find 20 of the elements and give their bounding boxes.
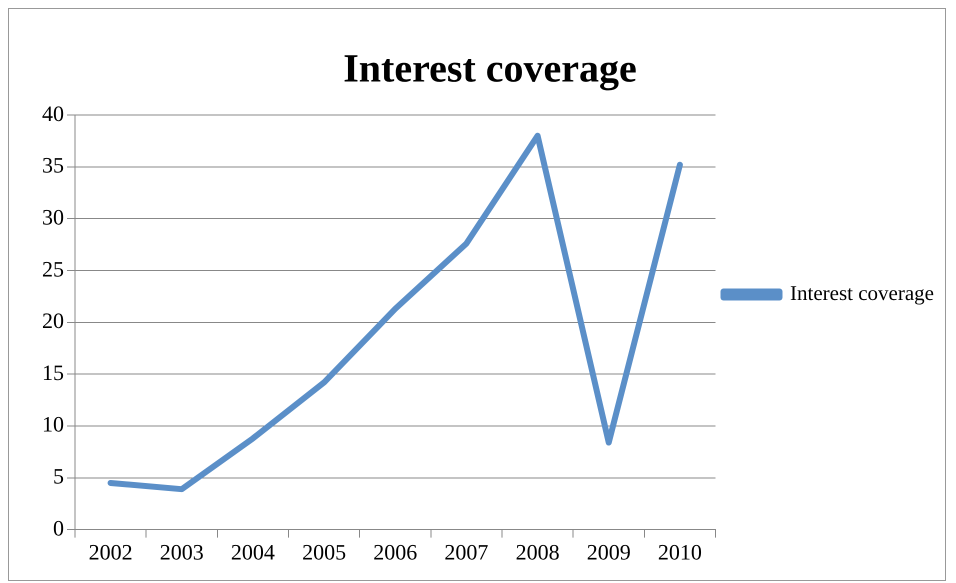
x-tick-label: 2007 bbox=[444, 540, 488, 565]
legend-label: Interest coverage bbox=[790, 281, 934, 306]
y-tick-label: 15 bbox=[42, 360, 64, 385]
y-tick-label: 5 bbox=[53, 464, 64, 489]
y-tick-label: 30 bbox=[42, 204, 64, 230]
x-tick-label: 2008 bbox=[516, 540, 560, 565]
y-tick-label: 35 bbox=[42, 152, 64, 178]
x-tick-label: 2002 bbox=[88, 540, 133, 565]
x-tick-label: 2004 bbox=[230, 540, 275, 565]
y-tick-label: 0 bbox=[53, 515, 64, 540]
x-tick-label: 2003 bbox=[160, 540, 204, 565]
y-tick-label: 10 bbox=[42, 412, 64, 437]
y-tick-label: 20 bbox=[42, 308, 64, 334]
y-tick-label: 25 bbox=[42, 256, 64, 282]
x-tick-label: 2005 bbox=[302, 540, 346, 565]
chart-title: Interest coverage bbox=[343, 45, 637, 90]
x-tick-label: 2010 bbox=[658, 540, 702, 565]
x-tick-label: 2009 bbox=[586, 540, 631, 565]
y-tick-label: 40 bbox=[42, 100, 64, 126]
x-tick-label: 2006 bbox=[373, 540, 418, 565]
